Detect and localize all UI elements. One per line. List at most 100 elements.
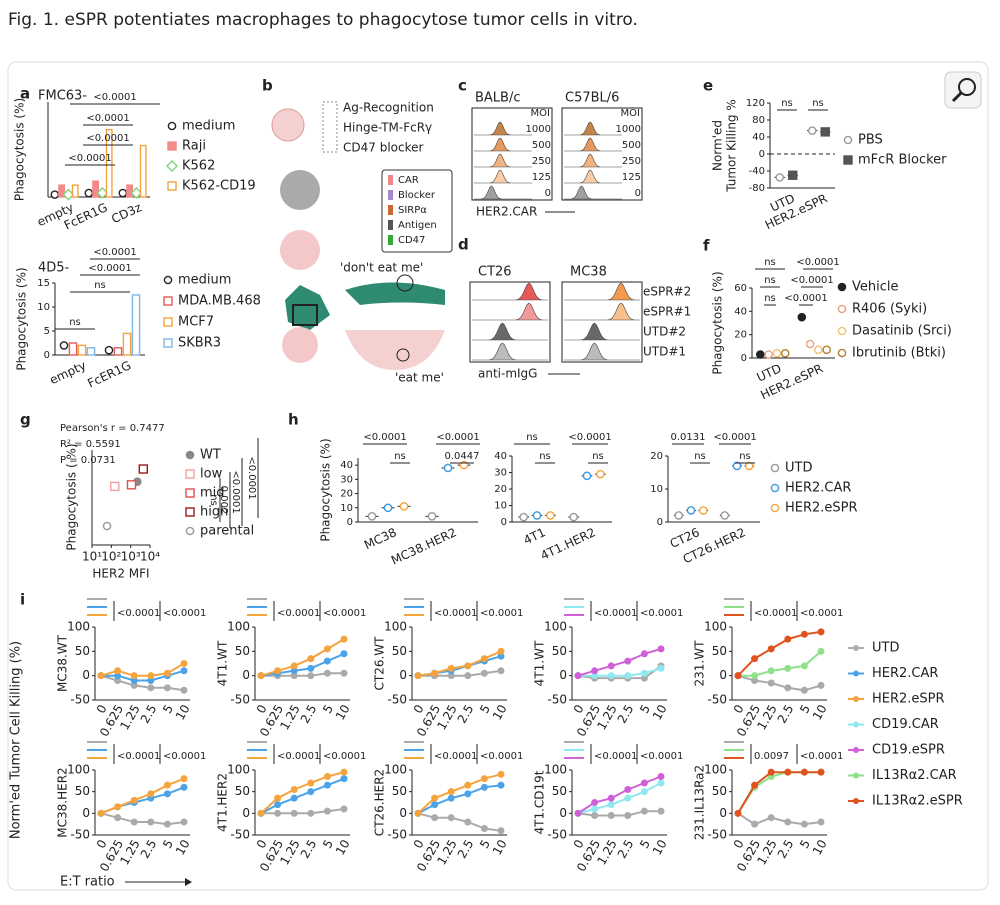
chart-name: FMC63- xyxy=(38,89,87,104)
legend-label: MCF7 xyxy=(178,315,214,330)
point xyxy=(307,655,315,663)
x-tick-label: 10 xyxy=(490,837,510,857)
y-tick-label: 100 xyxy=(67,763,90,777)
diagram-label: CD47 xyxy=(398,235,425,246)
comparison-label: <0.0001 xyxy=(640,608,683,619)
y-tick-label: -40 xyxy=(749,166,765,177)
legend-label: K562 xyxy=(182,159,215,174)
point xyxy=(274,801,282,809)
point xyxy=(290,794,298,802)
point xyxy=(147,684,155,692)
point xyxy=(147,818,155,826)
marker xyxy=(102,521,112,531)
point xyxy=(464,790,472,798)
point xyxy=(431,669,439,677)
marker xyxy=(84,188,94,198)
moi-label: 125 xyxy=(622,172,641,183)
histogram-box xyxy=(471,107,553,201)
marker xyxy=(427,512,437,521)
comparison-label: <0.0001 xyxy=(117,608,160,619)
marker xyxy=(814,345,823,355)
comparison-label: <0.0001 xyxy=(754,608,797,619)
point xyxy=(657,807,665,815)
y-tick-label: 120 xyxy=(746,98,765,109)
marker xyxy=(443,463,453,473)
moi-header: MOI xyxy=(531,108,550,119)
y-tick-label: 0 xyxy=(719,668,727,682)
y-tick-label: 0 xyxy=(82,806,90,820)
marker xyxy=(104,345,114,355)
histogram-box xyxy=(561,107,643,201)
marker xyxy=(126,480,137,490)
point xyxy=(591,812,599,819)
point xyxy=(624,657,632,665)
point xyxy=(767,814,775,822)
zoom-button[interactable] xyxy=(944,71,982,109)
point xyxy=(97,809,105,817)
y-tick-label: -50 xyxy=(230,828,250,842)
comparison-label: <0.0001 xyxy=(594,751,637,762)
zoom-icon-handle[interactable] xyxy=(951,91,963,103)
marker xyxy=(674,511,684,520)
point xyxy=(640,669,648,677)
point xyxy=(340,650,348,658)
comparison-label: <0.0001 xyxy=(93,92,136,103)
y-tick-label: 40 xyxy=(752,132,765,143)
point xyxy=(624,812,632,819)
point xyxy=(323,807,331,815)
point xyxy=(591,672,599,680)
legend-label: K562-CD19 xyxy=(182,179,256,194)
comparison-label: ns xyxy=(526,432,538,443)
y-tick-label: 40 xyxy=(494,451,507,462)
point xyxy=(817,768,825,776)
legend-label: CD19.eSPR xyxy=(872,743,945,758)
legend-label: Dasatinib (Srci) xyxy=(852,324,952,339)
x-tick-label: 10² xyxy=(101,550,121,564)
macrophage xyxy=(280,170,320,210)
diagram-label: Hinge-TM-FcRγ xyxy=(343,121,432,135)
point xyxy=(431,814,439,822)
comparison-label: ns xyxy=(781,98,793,109)
point xyxy=(734,809,742,817)
point xyxy=(591,667,599,675)
point xyxy=(97,672,105,680)
x-axis-label: HER2 MFI xyxy=(92,567,149,581)
marker xyxy=(720,511,730,520)
diagram-label: Antigen xyxy=(398,220,437,231)
comparison-label: <0.0001 xyxy=(246,456,257,499)
panel-letter: b xyxy=(262,77,273,95)
marker xyxy=(756,350,765,359)
comparison-label: <0.0001 xyxy=(480,608,523,619)
y-tick-label: 100 xyxy=(704,763,727,777)
bar xyxy=(68,342,78,356)
marker xyxy=(732,461,742,471)
marker xyxy=(698,506,708,515)
point xyxy=(130,796,138,804)
point xyxy=(180,783,188,791)
point xyxy=(624,672,632,680)
comparison-label: <0.0001 xyxy=(594,608,637,619)
y-tick-label: 50 xyxy=(552,784,567,798)
point xyxy=(784,635,792,643)
point xyxy=(274,809,282,817)
point xyxy=(640,807,648,815)
y-tick-label: 10 xyxy=(340,503,353,514)
point xyxy=(607,812,615,819)
row-label: eSPR#1 xyxy=(643,305,691,319)
legend-label: HER2.CAR xyxy=(872,666,938,681)
histogram xyxy=(474,185,532,200)
point xyxy=(114,672,122,680)
zoom-icon[interactable] xyxy=(958,78,976,96)
point xyxy=(163,684,171,692)
point xyxy=(480,669,488,677)
marker xyxy=(843,135,853,145)
legend-label: HER2.eSPR xyxy=(872,692,945,707)
marker xyxy=(519,512,528,522)
bar xyxy=(126,184,134,198)
y-tick-label: -50 xyxy=(387,693,407,707)
marker xyxy=(837,326,847,336)
point xyxy=(180,775,188,783)
point xyxy=(480,775,488,783)
zoom-button-bg[interactable] xyxy=(944,71,982,109)
diagram-label: CD47 blocker xyxy=(343,141,423,155)
